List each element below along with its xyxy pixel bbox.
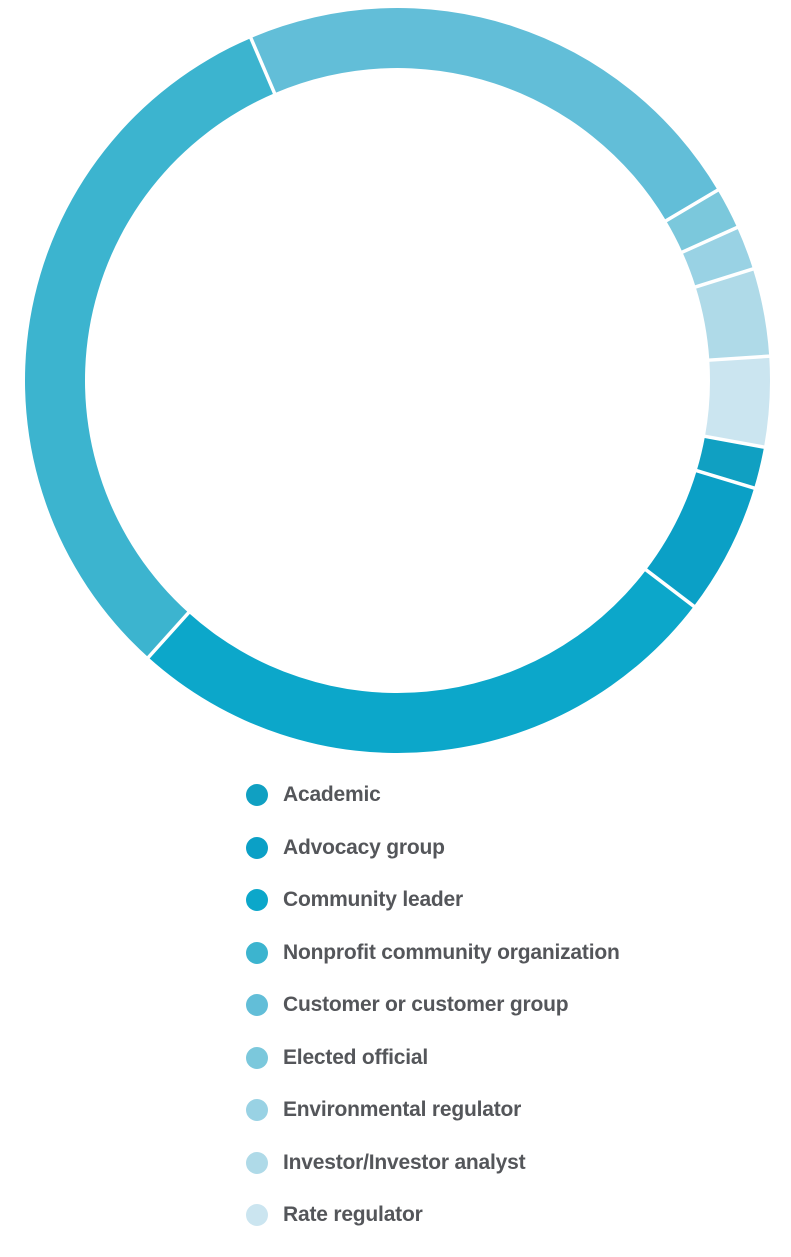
legend-item-academic: Academic: [246, 784, 620, 806]
donut-segment-rate-regulator: [704, 356, 771, 448]
legend-label: Environmental regulator: [283, 1098, 522, 1121]
segment-separator: [678, 224, 741, 255]
donut-segment-customer-or-customer-group: [250, 8, 718, 221]
legend-swatch-environmental-regulator: [246, 1099, 268, 1121]
legend-label: Elected official: [283, 1045, 429, 1069]
donut-segment-advocacy-group: [646, 470, 755, 607]
chart-legend: Academic Advocacy group Community leader No…: [246, 784, 620, 1226]
donut-chart: [25, 8, 773, 753]
segment-separator: [642, 566, 698, 610]
donut-segment-elected-official: [666, 190, 738, 253]
legend-swatch-advocacy-group: [246, 836, 268, 859]
segment-separator: [248, 34, 278, 97]
donut-chart-area: [25, 8, 773, 753]
legend-item-advocacy-group: Advocacy group: [246, 835, 620, 859]
legend-swatch-community-leader: [246, 889, 268, 911]
legend-item-investor-investor-analyst: Investor/Investor analyst: [246, 1150, 620, 1174]
legend-swatch-customer-or-customer-group: [246, 994, 268, 1016]
legend-item-elected-official: Elected official: [246, 1045, 620, 1069]
legend-label: Advocacy group: [283, 835, 445, 859]
donut-segment-investor-investor-analyst: [695, 268, 770, 361]
segment-separator: [692, 266, 757, 290]
segment-separator: [706, 354, 773, 363]
legend-item-rate-regulator: Rate regulator: [246, 1204, 620, 1226]
legend-item-environmental-regulator: Environmental regulator: [246, 1099, 620, 1121]
segment-separator: [662, 187, 722, 224]
donut-segment-community-leader: [148, 569, 694, 753]
legend-swatch-rate-regulator: [246, 1204, 268, 1226]
donut-segment-environmental-regulator: [682, 227, 753, 287]
segment-separator: [693, 468, 758, 491]
donut-segment-nonprofit-community-organization: [25, 38, 275, 658]
legend-item-community-leader: Community leader: [246, 889, 620, 911]
legend-label: Rate regulator: [283, 1203, 423, 1226]
legend-swatch-academic: [246, 784, 268, 806]
legend-item-customer-or-customer-group: Customer or customer group: [246, 994, 620, 1016]
legend-swatch-elected-official: [246, 1046, 268, 1069]
legend-swatch-investor-investor-analyst: [246, 1151, 268, 1174]
legend-label: Community leader: [283, 888, 464, 911]
legend-label: Customer or customer group: [283, 993, 569, 1016]
legend-swatch-nonprofit-community-organization: [246, 941, 268, 964]
legend-label: Nonprofit community organization: [283, 940, 620, 964]
segment-separator: [701, 434, 768, 450]
legend-label: Academic: [283, 783, 381, 806]
legend-item-nonprofit-community-organization: Nonprofit community organization: [246, 940, 620, 964]
segment-separator: [145, 609, 192, 661]
legend-label: Investor/Investor analyst: [283, 1150, 526, 1174]
